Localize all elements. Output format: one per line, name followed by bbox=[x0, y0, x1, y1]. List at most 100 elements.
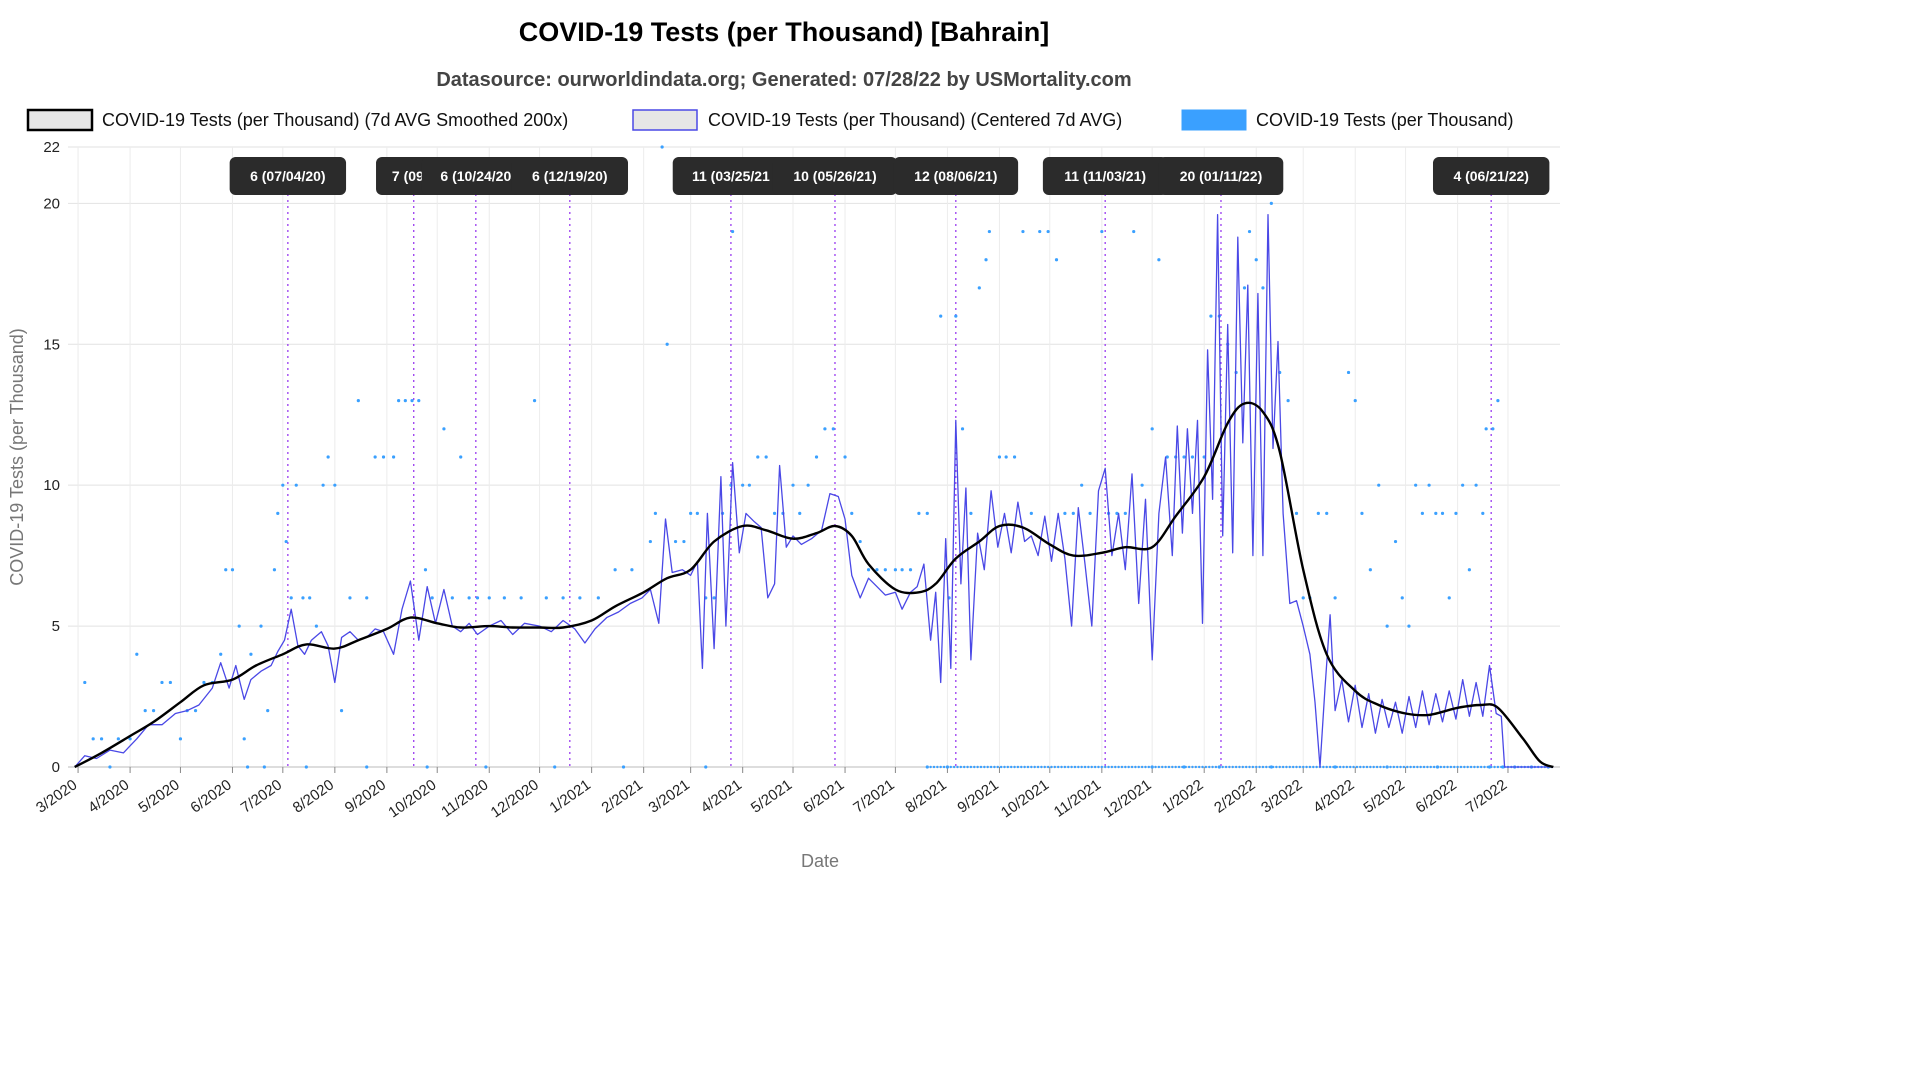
data-point-dot bbox=[1372, 765, 1375, 769]
x-tick-label: 4/2021 bbox=[698, 776, 745, 816]
data-point-dot bbox=[1302, 765, 1305, 769]
data-point-dot bbox=[893, 568, 897, 572]
data-point-dot bbox=[1043, 765, 1046, 769]
data-point-dot bbox=[1368, 568, 1372, 572]
data-point-dot bbox=[1493, 765, 1496, 769]
data-point-dot bbox=[1184, 765, 1187, 769]
data-point-dot bbox=[1221, 765, 1224, 769]
series-centered-avg bbox=[74, 213, 1554, 768]
data-point-dot bbox=[193, 709, 198, 713]
data-point-dot bbox=[1489, 765, 1493, 769]
data-point-dot bbox=[544, 596, 548, 600]
annotation-label: 6 (12/19/20) bbox=[532, 168, 608, 184]
annotation-label: 11 (03/25/21 bbox=[692, 168, 770, 184]
data-point-dot bbox=[1322, 765, 1325, 769]
data-point-dot bbox=[245, 765, 250, 769]
data-point-dot bbox=[1402, 765, 1406, 769]
grid bbox=[68, 146, 1560, 768]
data-point-dot bbox=[281, 483, 285, 487]
data-point-dot bbox=[1093, 765, 1097, 769]
data-point-dot bbox=[1268, 765, 1271, 769]
data-point-dot bbox=[1335, 765, 1338, 769]
data-point-dot bbox=[1103, 765, 1107, 769]
data-point-dot bbox=[484, 765, 488, 769]
data-point-dot bbox=[578, 596, 582, 600]
annotation-box-bg bbox=[893, 157, 1019, 195]
data-point-dot bbox=[475, 596, 480, 600]
data-point-dot bbox=[1399, 765, 1402, 769]
data-point-dot bbox=[1288, 765, 1291, 769]
data-point-dot bbox=[373, 455, 377, 459]
data-point-dot bbox=[272, 568, 277, 572]
data-point-dot bbox=[1271, 765, 1275, 769]
data-point-dot bbox=[1484, 427, 1488, 431]
annotation-box-bg bbox=[421, 157, 530, 195]
data-point-dot bbox=[178, 737, 183, 741]
data-point-dot bbox=[1328, 765, 1332, 769]
data-point-dot bbox=[314, 624, 318, 628]
x-axis-ticks: 3/2020 4/2020 5/2020 6/2020 7/2020 8/2020 9/20… bbox=[33, 767, 1510, 821]
data-point-dot bbox=[1187, 765, 1191, 769]
data-point-dot bbox=[1053, 765, 1057, 769]
annotation-box: 20 (01/11/22) bbox=[1158, 157, 1284, 195]
data-point-dot bbox=[1157, 765, 1161, 769]
data-point-dot bbox=[1238, 765, 1241, 769]
x-tick-label: 5/2021 bbox=[748, 776, 795, 816]
data-point-dot bbox=[1426, 765, 1429, 769]
data-point-dot bbox=[997, 455, 1002, 459]
data-point-dot bbox=[326, 455, 330, 459]
data-point-dot bbox=[1483, 765, 1486, 769]
series-line-centered bbox=[74, 213, 1554, 768]
data-point-dot bbox=[791, 483, 795, 487]
y-tick-label: 15 bbox=[43, 336, 60, 353]
series-smoothed-avg bbox=[74, 401, 1554, 769]
data-point-dot bbox=[1486, 765, 1490, 769]
data-point-dot bbox=[1063, 511, 1067, 515]
data-point-dot bbox=[1088, 511, 1092, 515]
data-point-dot bbox=[1285, 765, 1288, 769]
chart-title: COVID-19 Tests (per Thousand) [Bahrain] bbox=[519, 17, 1050, 47]
data-point-dot bbox=[741, 483, 745, 487]
y-axis-label: COVID-19 Tests (per Thousand) bbox=[7, 328, 27, 585]
data-point-dot bbox=[843, 455, 847, 459]
annotation-box-bg bbox=[772, 157, 898, 195]
data-point-dot bbox=[1071, 511, 1075, 515]
data-point-dot bbox=[1190, 455, 1195, 459]
x-tick-label: 9/2021 bbox=[954, 776, 1001, 816]
data-point-dot bbox=[1070, 765, 1073, 769]
data-point-dot bbox=[939, 765, 942, 769]
data-point-dot bbox=[1265, 765, 1268, 769]
data-point-dot bbox=[1353, 399, 1357, 403]
data-point-dot bbox=[1466, 765, 1469, 769]
data-point-dot bbox=[1312, 765, 1315, 769]
data-point-dot bbox=[1167, 765, 1171, 769]
data-point-dot bbox=[1316, 511, 1320, 515]
x-tick-label: 10/2021 bbox=[998, 776, 1052, 821]
data-point-dot bbox=[596, 596, 600, 600]
data-point-dot bbox=[764, 455, 768, 459]
annotation-label: 6 (10/24/20 bbox=[440, 168, 511, 184]
x-tick-label: 10/2020 bbox=[385, 776, 439, 821]
data-point-dot bbox=[365, 596, 369, 600]
data-point-dot bbox=[1412, 765, 1416, 769]
data-point-dot bbox=[1496, 399, 1500, 403]
data-point-dot bbox=[986, 765, 989, 769]
data-point-dot bbox=[954, 314, 958, 318]
data-point-dot bbox=[823, 427, 827, 431]
x-tick-label: 3/2021 bbox=[646, 776, 693, 816]
data-point-dot bbox=[487, 596, 491, 600]
data-point-dot bbox=[1021, 229, 1025, 234]
data-point-dot bbox=[1100, 765, 1104, 769]
data-point-dot bbox=[266, 709, 270, 713]
data-point-dot bbox=[1016, 765, 1020, 769]
data-point-dot bbox=[1496, 765, 1500, 769]
data-point-dot bbox=[1275, 765, 1278, 769]
data-point-dot bbox=[926, 765, 929, 769]
data-point-dot bbox=[1083, 765, 1087, 769]
data-point-dot bbox=[391, 455, 396, 459]
data-point-dot bbox=[695, 511, 699, 515]
data-point-dot bbox=[1063, 765, 1067, 769]
data-point-dot bbox=[502, 596, 506, 600]
y-tick-label: 22 bbox=[43, 139, 60, 156]
data-point-dot bbox=[304, 765, 308, 769]
